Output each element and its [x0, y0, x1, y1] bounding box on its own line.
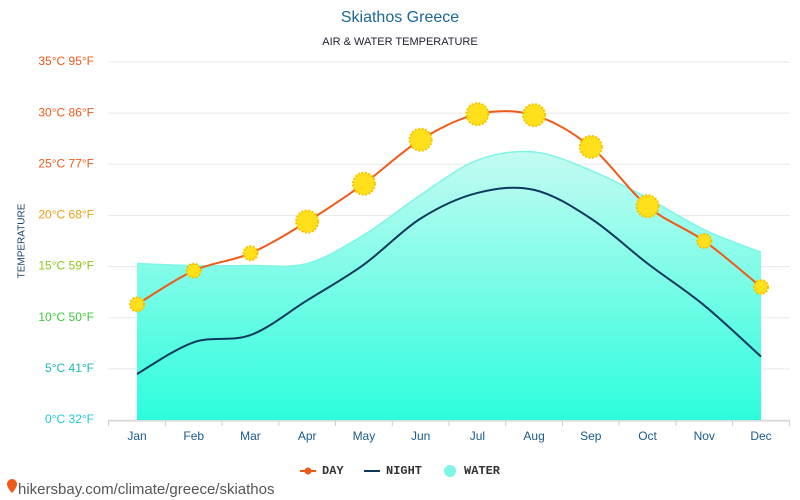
- y-tick-label: 30°C 86°F: [38, 105, 94, 119]
- day-marker: [242, 245, 259, 262]
- day-marker: [522, 103, 547, 128]
- night-line: [136, 186, 762, 375]
- day-marker: [696, 233, 713, 249]
- legend-label: NIGHT: [386, 464, 422, 478]
- x-tick-label: Jun: [411, 429, 430, 443]
- y-axis-label: TEMPERATURE: [17, 203, 28, 278]
- day-marker: [635, 194, 660, 219]
- day-marker: [408, 127, 433, 152]
- chart-subtitle: AIR & WATER TEMPERATURE: [322, 36, 477, 48]
- x-tick-label: Feb: [183, 429, 204, 443]
- x-tick-label: Apr: [298, 429, 317, 443]
- day-marker: [185, 262, 202, 279]
- day-marker: [753, 279, 769, 296]
- y-tick-label: 20°C 68°F: [38, 208, 94, 222]
- legend-swatch: [444, 465, 456, 477]
- day-marker: [129, 296, 145, 313]
- x-tick-label: Aug: [523, 429, 544, 443]
- day-marker: [578, 134, 603, 159]
- legend-label: DAY: [322, 464, 344, 478]
- legend-swatch: [304, 467, 312, 475]
- x-tick-label: Nov: [694, 429, 715, 443]
- y-tick-label: 35°C 95°F: [38, 54, 94, 68]
- legend-label: WATER: [464, 464, 501, 478]
- y-tick-label: 25°C 77°F: [38, 156, 94, 170]
- y-tick-label: 5°C 41°F: [45, 361, 94, 375]
- y-tick-label: 0°C 32°F: [45, 412, 94, 426]
- chart-title: Skiathos Greece: [341, 9, 459, 26]
- day-marker: [465, 102, 490, 127]
- x-tick-label: Dec: [750, 429, 771, 443]
- pin-icon: [7, 479, 17, 493]
- x-tick-label: Mar: [240, 429, 261, 443]
- y-tick-label: 15°C 59°F: [38, 259, 94, 273]
- x-tick-label: Jan: [127, 429, 146, 443]
- day-marker: [351, 171, 376, 196]
- day-marker: [295, 209, 320, 234]
- x-tick-label: Oct: [638, 429, 657, 443]
- water-area: [137, 151, 761, 421]
- y-tick-label: 10°C 50°F: [38, 310, 94, 324]
- x-tick-label: Jul: [470, 429, 485, 443]
- x-tick-label: Sep: [580, 429, 602, 443]
- x-tick-label: May: [353, 429, 376, 443]
- source: hikersbay.com/climate/greece/skiathos: [18, 481, 275, 498]
